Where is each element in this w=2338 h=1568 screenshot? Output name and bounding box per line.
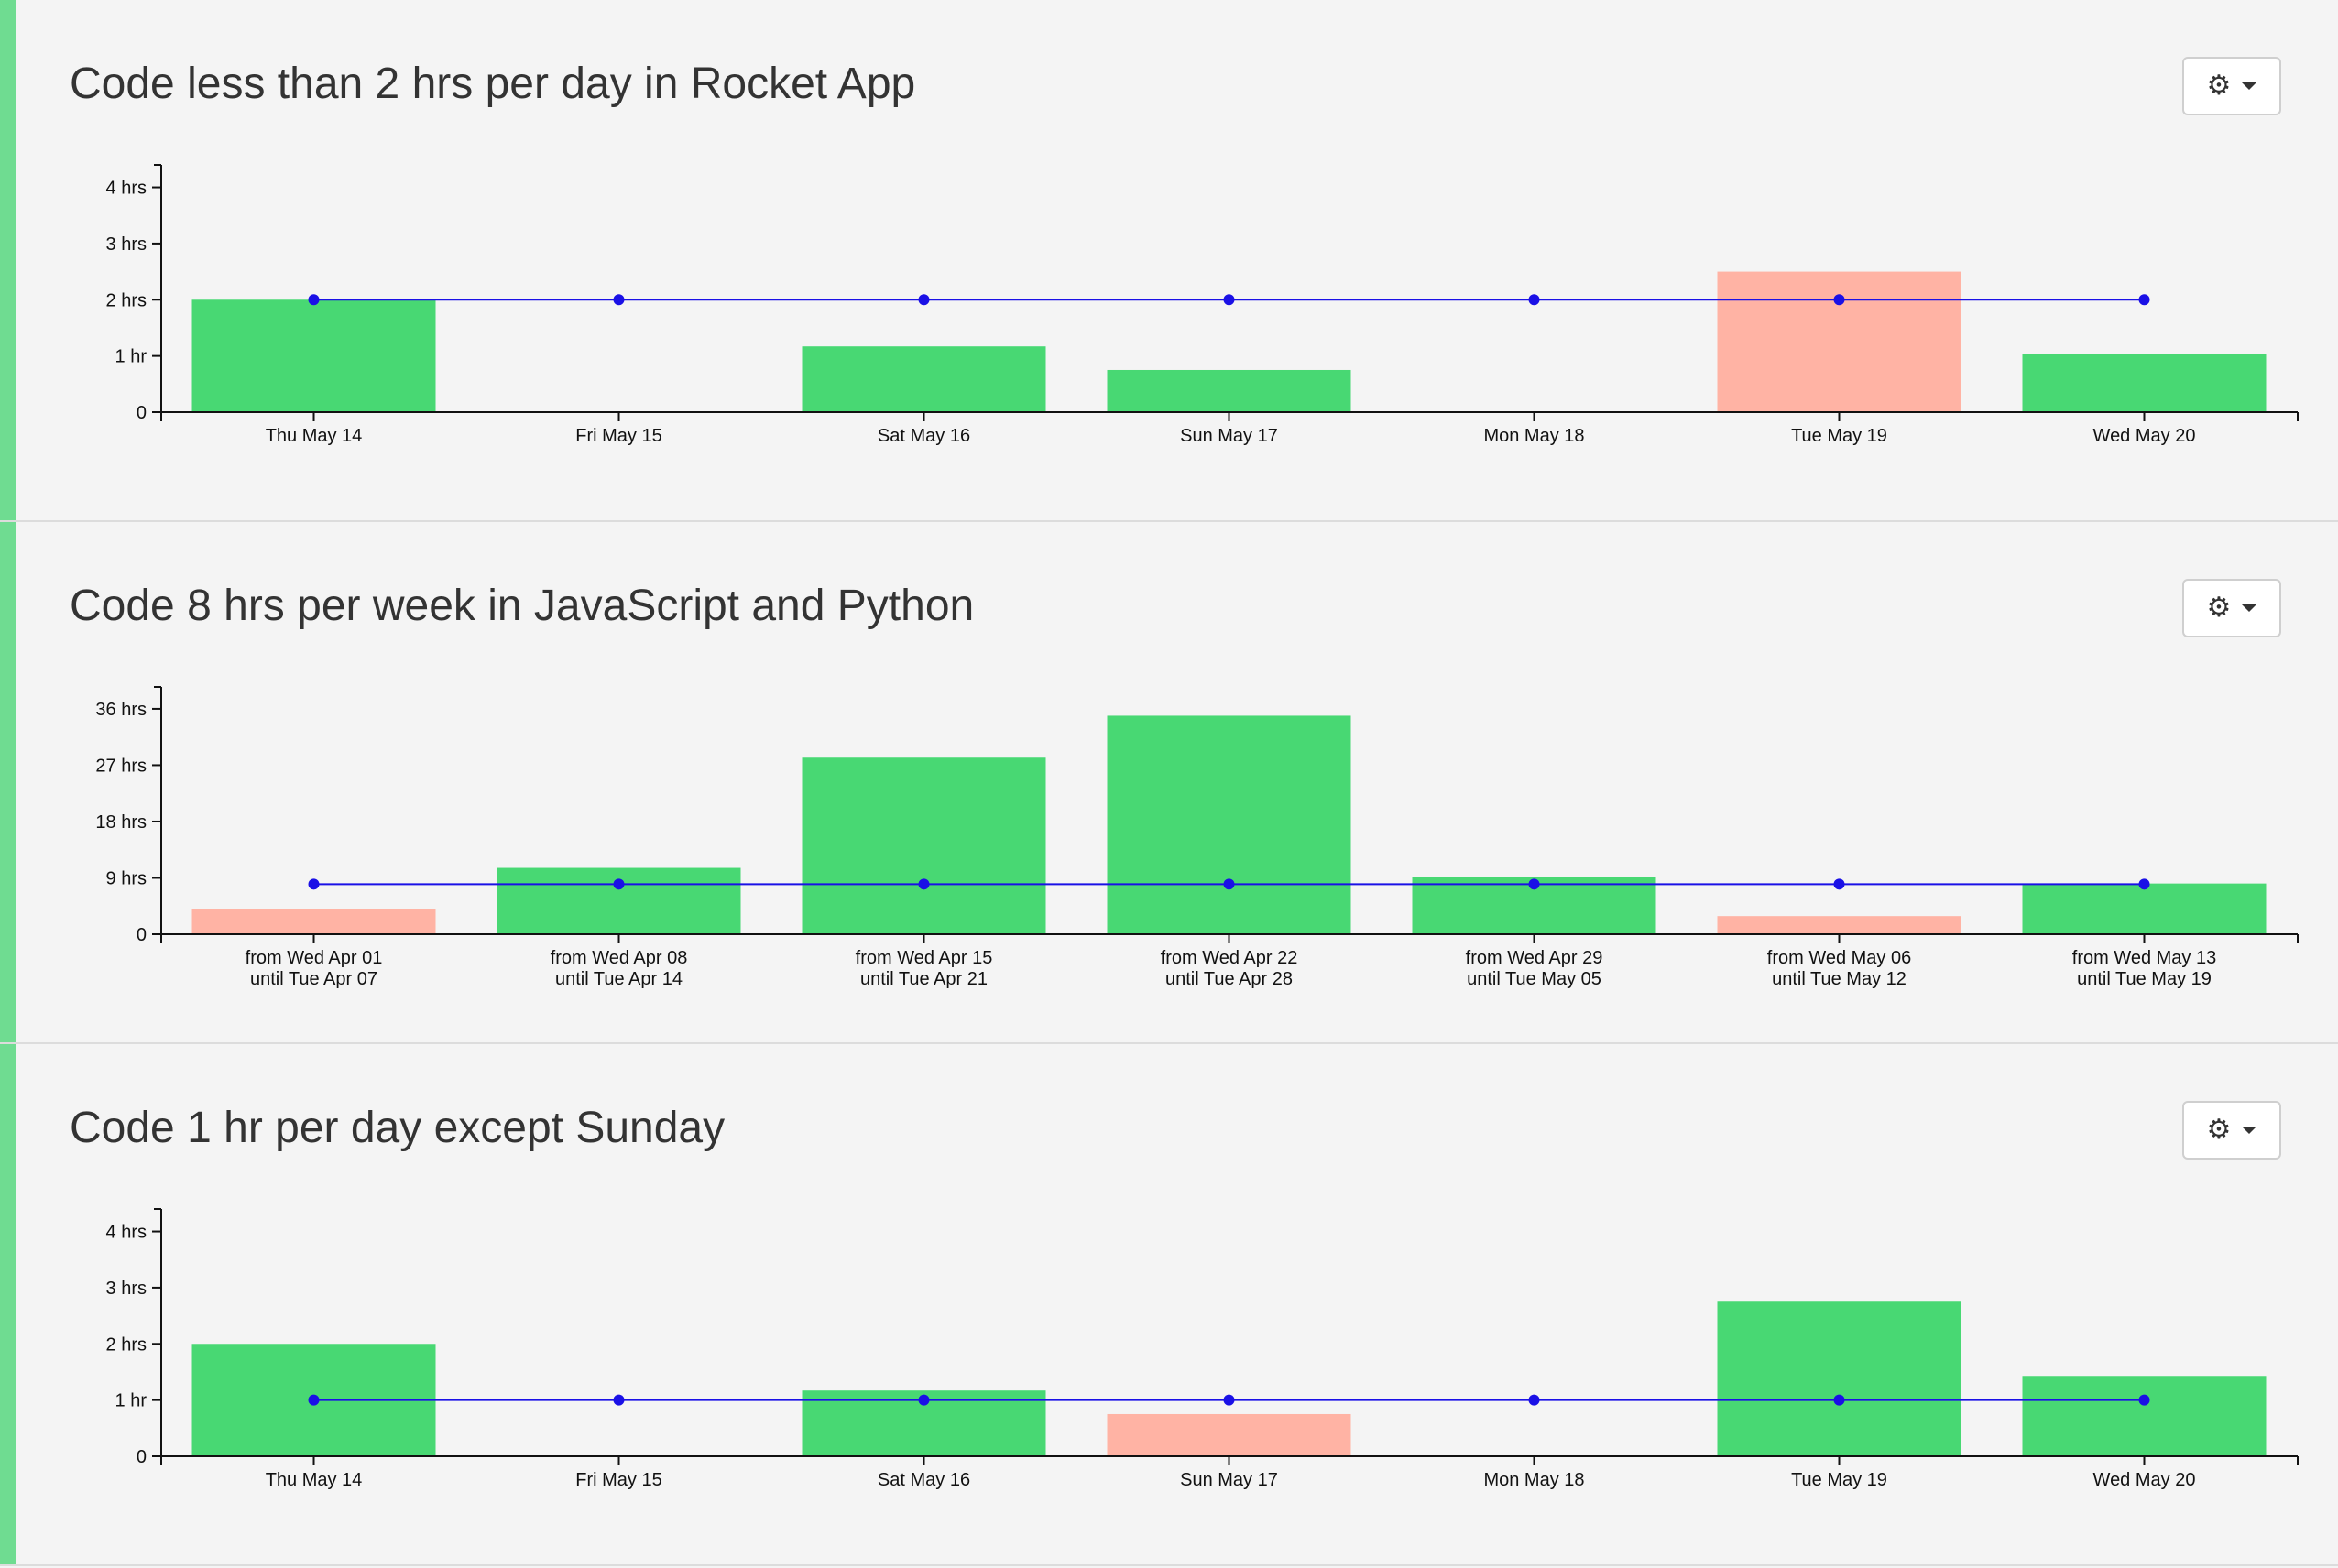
goal-settings-button[interactable]: ⚙ [2182,1101,2281,1160]
y-tick-label: 4 hrs [106,1223,147,1243]
y-tick-label: 3 hrs [106,234,147,255]
chart-bar[interactable] [2022,354,2267,412]
x-tick-label: Sun May 17 [1180,426,1278,446]
x-tick-label: until Tue May 05 [1467,969,1601,989]
goal-point[interactable] [2138,878,2150,890]
x-tick-label: from Wed Apr 08 [551,948,688,968]
y-tick-label: 0 [137,403,147,423]
y-tick-label: 2 hrs [106,290,147,310]
y-tick-label: 0 [137,1447,147,1467]
chart-bar[interactable] [1107,369,1351,412]
x-tick-label: until Tue May 12 [1772,969,1906,989]
goal-point[interactable] [918,878,930,890]
goal-point[interactable] [1528,1394,1540,1406]
chart-bar[interactable] [1717,1301,1961,1456]
goal-status-stripe [0,522,16,1042]
goal-point[interactable] [918,1394,930,1406]
x-tick-label: from Wed Apr 15 [856,948,993,968]
y-tick-label: 0 [137,925,147,945]
goal-settings-button[interactable]: ⚙ [2182,57,2281,115]
y-tick-label: 4 hrs [106,179,147,199]
x-tick-label: until Tue Apr 14 [555,969,683,989]
chart-bar[interactable] [497,867,741,934]
goal-point[interactable] [613,878,625,890]
goal-point[interactable] [1528,878,1540,890]
chart-bar[interactable] [191,299,436,412]
x-tick-label: Wed May 20 [2093,426,2196,446]
x-tick-label: Thu May 14 [266,426,363,446]
gear-icon: ⚙ [2206,71,2232,101]
caret-down-icon [2242,604,2257,612]
x-tick-label: until Tue Apr 07 [250,969,377,989]
goal-point[interactable] [1223,1394,1235,1406]
x-tick-label: until Tue May 19 [2077,969,2212,989]
x-tick-label: Fri May 15 [575,426,661,446]
goal-panel: Code 1 hr per day except Sunday ⚙ 0 1 hr 2 h… [0,1044,2338,1566]
goal-chart: 0 1 hr 2 hrs 3 hrs 4 hrs Thu May 14 Fri May 15… [106,164,2299,446]
x-tick-label: Mon May 18 [1483,426,1584,446]
goal-point[interactable] [308,294,320,306]
goal-status-stripe [0,0,16,520]
x-tick-label: from Wed May 13 [2072,948,2216,968]
goal-status-stripe [0,1044,16,1564]
chart-bar[interactable] [1717,916,1961,934]
goal-point[interactable] [308,1394,320,1406]
x-tick-label: from Wed Apr 29 [1466,948,1603,968]
y-tick-label: 36 hrs [95,700,147,720]
goal-point[interactable] [613,1394,625,1406]
y-tick-label: 1 hr [115,347,147,367]
goal-point[interactable] [1528,294,1540,306]
chart-bar[interactable] [802,757,1046,934]
goal-title[interactable]: Code less than 2 hrs per day in Rocket A… [70,60,916,108]
goal-point[interactable] [1833,1394,1845,1406]
caret-down-icon [2242,82,2257,90]
chart-bar[interactable] [1107,1413,1351,1456]
x-tick-label: Tue May 19 [1791,426,1887,446]
goal-title[interactable]: Code 1 hr per day except Sunday [70,1104,726,1152]
chart-bar[interactable] [191,909,436,934]
goal-point[interactable] [918,294,930,306]
goal-settings-button[interactable]: ⚙ [2182,579,2281,637]
x-tick-label: from Wed Apr 22 [1161,948,1298,968]
y-tick-label: 18 hrs [95,812,147,833]
goal-point[interactable] [1833,294,1845,306]
goal-point[interactable] [2138,294,2150,306]
y-tick-label: 2 hrs [106,1334,147,1355]
x-tick-label: Mon May 18 [1483,1470,1584,1490]
goal-title[interactable]: Code 8 hrs per week in JavaScript and Py… [70,582,975,630]
y-tick-label: 1 hr [115,1391,147,1411]
x-tick-label: Sun May 17 [1180,1470,1278,1490]
x-tick-label: Sat May 16 [878,426,970,446]
goal-point[interactable] [1833,878,1845,890]
x-tick-label: Fri May 15 [575,1470,661,1490]
goal-panel: Code 8 hrs per week in JavaScript and Py… [0,522,2338,1044]
x-tick-label: Wed May 20 [2093,1470,2196,1490]
goal-point[interactable] [2138,1394,2150,1406]
caret-down-icon [2242,1127,2257,1134]
chart-bar[interactable] [1107,715,1351,934]
gear-icon: ⚙ [2206,593,2232,623]
x-tick-label: Sat May 16 [878,1470,970,1490]
x-tick-label: Tue May 19 [1791,1470,1887,1490]
chart-bar[interactable] [2022,1376,2267,1456]
goal-point[interactable] [1223,878,1235,890]
y-tick-label: 3 hrs [106,1279,147,1299]
goal-panel: Code less than 2 hrs per day in Rocket A… [0,0,2338,522]
goal-point[interactable] [613,294,625,306]
goal-chart: 0 1 hr 2 hrs 3 hrs 4 hrs Thu May 14 Fri May 15… [106,1208,2299,1490]
gear-icon: ⚙ [2206,1115,2232,1145]
x-tick-label: until Tue Apr 28 [1165,969,1293,989]
x-tick-label: from Wed Apr 01 [246,948,383,968]
y-tick-label: 27 hrs [95,756,147,776]
x-tick-label: until Tue Apr 21 [860,969,988,989]
chart-bar[interactable] [802,346,1046,412]
x-tick-label: from Wed May 06 [1767,948,1911,968]
chart-bar[interactable] [1717,271,1961,412]
chart-bar[interactable] [2022,883,2267,934]
goal-point[interactable] [1223,294,1235,306]
goal-point[interactable] [308,878,320,890]
y-tick-label: 9 hrs [106,868,147,888]
x-tick-label: Thu May 14 [266,1470,363,1490]
